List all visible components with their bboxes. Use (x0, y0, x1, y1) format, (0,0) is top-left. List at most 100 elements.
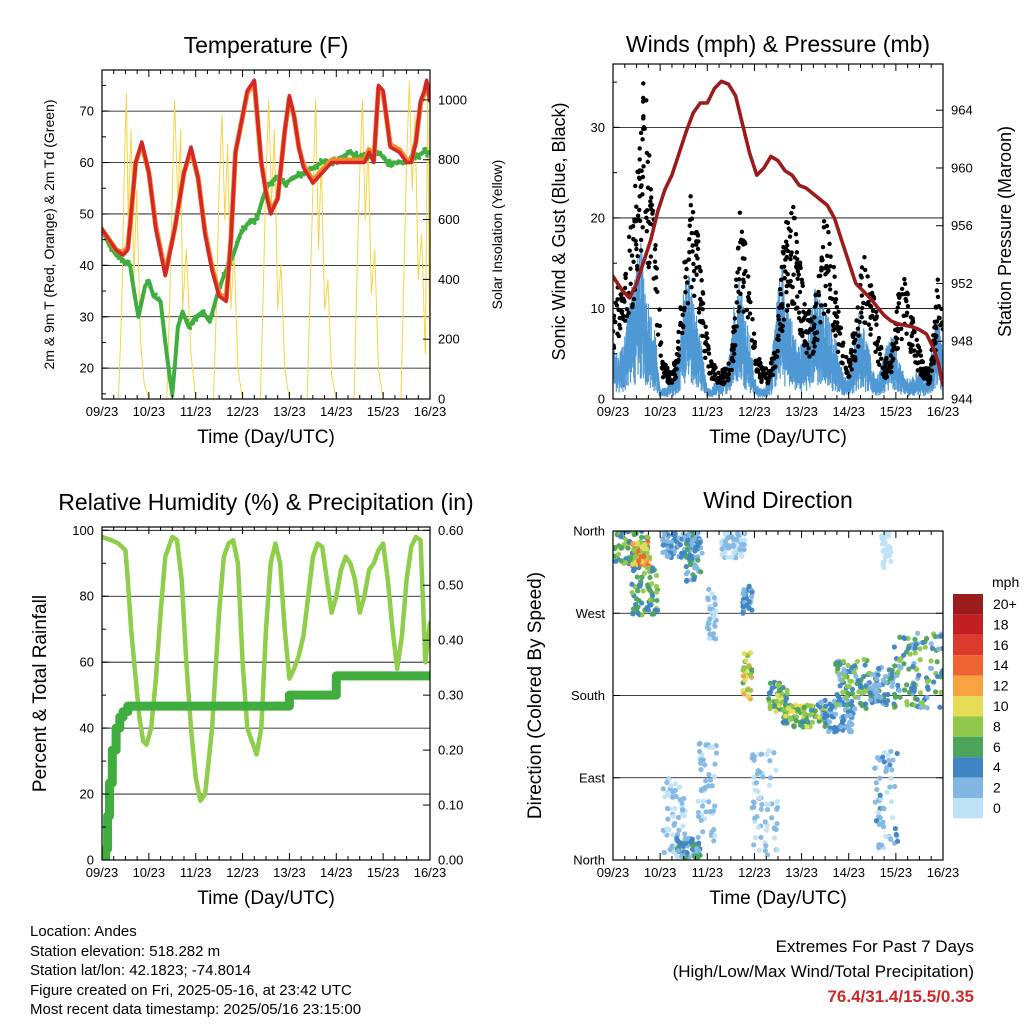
series-station-pressure (613, 79, 943, 387)
gust-point (745, 294, 751, 300)
wind-direction-point (875, 665, 882, 672)
gust-point (804, 350, 809, 356)
gust-point (843, 365, 848, 370)
wind-direction-point (882, 554, 888, 561)
gust-point (784, 289, 789, 295)
x-tick-label: 10/23 (133, 404, 166, 419)
gust-point (705, 335, 710, 341)
series-2m-temperature (102, 78, 430, 304)
gust-point (927, 367, 933, 373)
x-tick-label: 10/23 (644, 865, 677, 880)
wind-direction-point (709, 783, 715, 789)
gust-point (667, 370, 673, 375)
dewpoint-point (146, 282, 151, 286)
gust-point (687, 223, 692, 228)
extremes-panel: Extremes For Past 7 Days (High/Low/Max W… (673, 934, 974, 1009)
chart-title: Winds (mph) & Pressure (mb) (626, 31, 930, 57)
dewpoint-point (315, 166, 320, 170)
wind-direction-point (800, 719, 806, 725)
wind-direction-point (767, 703, 773, 709)
gust-point (630, 302, 635, 307)
gust-point (909, 333, 914, 339)
x-tick-label: 11/23 (691, 404, 723, 419)
wind-direction-point (635, 588, 641, 594)
wind-direction-point (855, 677, 861, 684)
y-tick-label: 50 (80, 206, 94, 221)
gust-point (687, 237, 692, 242)
y-right-tick-label: 0.60 (438, 523, 463, 538)
wind-direction-point (641, 546, 648, 552)
gust-point (794, 265, 800, 270)
gust-point (859, 305, 865, 311)
wind-direction-point (684, 578, 690, 584)
wind-direction-point (884, 549, 891, 555)
wind-direction-point (671, 822, 677, 828)
wind-direction-point (740, 667, 746, 673)
gust-point (855, 305, 860, 310)
gust-point (904, 298, 909, 304)
x-tick-label: 16/23 (927, 404, 960, 419)
y-tick-label: 30 (591, 120, 605, 135)
gust-point (731, 358, 736, 364)
wind-direction-point (874, 755, 881, 761)
wind-direction-point (707, 616, 713, 622)
wind-direction-point (890, 757, 896, 763)
wind-direction-point (800, 724, 806, 730)
y-tick-label: 20 (80, 361, 94, 376)
wind-direction-point (646, 586, 652, 592)
wind-direction-point (675, 814, 682, 821)
gust-point (800, 283, 805, 289)
gust-point (648, 199, 653, 204)
station-info: Location: Andes Station elevation: 518.2… (30, 922, 361, 1020)
gust-point (806, 309, 812, 314)
gust-point (795, 305, 800, 310)
wind-direction-point (704, 625, 711, 631)
wind-direction-point (693, 563, 699, 569)
legend-label: 16 (993, 637, 1009, 653)
gust-point (905, 291, 910, 297)
gust-point (896, 292, 901, 297)
gust-point (683, 274, 688, 280)
gust-point (844, 369, 850, 374)
gust-point (933, 305, 939, 310)
gust-point (785, 303, 791, 308)
wind-direction-point (696, 748, 703, 755)
gust-point (804, 329, 809, 334)
wind-direction-point (642, 541, 648, 547)
gust-point (635, 254, 640, 259)
wind-direction-point (861, 656, 867, 663)
legend-swatch (953, 736, 983, 758)
wind-direction-point (692, 548, 698, 554)
wind-direction-point (676, 827, 682, 833)
wind-direction-point (670, 813, 676, 819)
wind-direction-point (627, 555, 634, 561)
gust-point (784, 219, 789, 225)
x-tick-label: 15/23 (880, 865, 913, 880)
wind-direction-point (693, 544, 699, 550)
gust-point (696, 310, 702, 315)
wind-direction-point (623, 556, 629, 562)
legend-label: 2 (993, 780, 1001, 796)
dewpoint-point (121, 257, 125, 262)
gust-point (914, 337, 920, 343)
wind-direction-point (660, 542, 666, 548)
gust-point (783, 257, 788, 262)
wind-direction-point (912, 636, 918, 642)
gust-point (801, 315, 807, 321)
wind-direction-point (670, 531, 676, 538)
wind-direction-point (881, 537, 887, 543)
gust-point (694, 239, 699, 244)
gust-point (833, 333, 838, 338)
gust-point (613, 319, 618, 325)
gust-point (759, 377, 764, 383)
gust-point (692, 230, 698, 236)
gust-point (896, 301, 902, 306)
wind-direction-point (934, 673, 941, 680)
wind-direction-point (863, 705, 869, 711)
gust-point (814, 301, 819, 306)
wind-direction-point (647, 597, 653, 603)
dewpoint-point (281, 177, 286, 182)
gust-point (813, 292, 818, 298)
gust-point (746, 291, 752, 296)
wind-direction-point (897, 694, 903, 700)
